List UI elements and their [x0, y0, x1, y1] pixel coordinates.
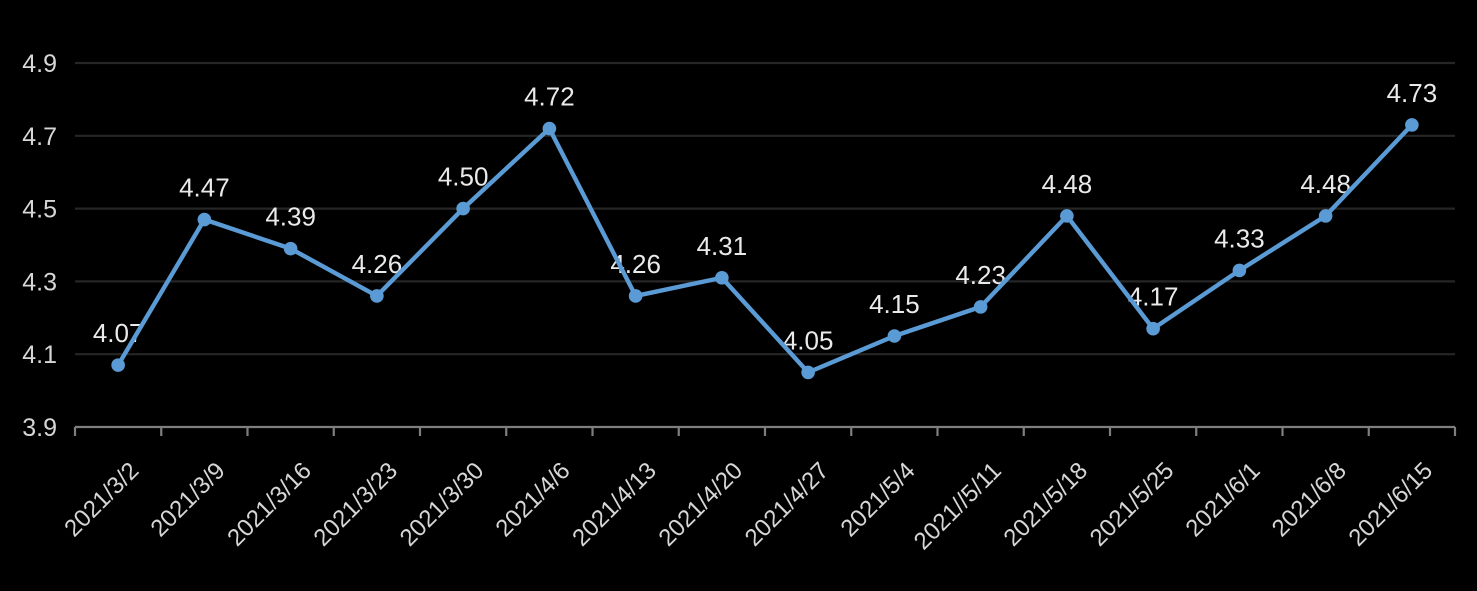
data-point-label: 4.33	[1214, 223, 1265, 253]
data-point-marker	[1232, 263, 1247, 278]
data-point-marker	[456, 201, 470, 216]
x-axis-tick-label: 2021/3/30	[395, 457, 490, 552]
x-axis-tick-label: 2021/4/27	[740, 457, 835, 552]
series-line	[115, 122, 1415, 375]
data-point-marker	[1405, 118, 1419, 132]
data-point-marker	[542, 121, 557, 136]
x-axis-tick-label: 2021/5/4	[835, 457, 920, 542]
data-point-label: 4.26	[352, 249, 403, 279]
x-axis-tick-label: 2021/6/15	[1344, 457, 1439, 552]
x-axis-tick-label: 2021/5/18	[999, 457, 1094, 552]
data-point-marker	[887, 329, 902, 343]
data-point-label: 4.31	[697, 231, 748, 261]
data-point-marker	[628, 289, 643, 303]
data-point-marker	[801, 365, 815, 380]
x-axis-tick-label: 2021/6/1	[1180, 457, 1265, 542]
data-point-label: 4.73	[1387, 78, 1438, 108]
y-axis-tick-label: 4.1	[22, 341, 57, 369]
data-point-label: 4.50	[438, 162, 489, 192]
x-axis-tick-label: 2021/3/23	[309, 457, 404, 552]
data-point-marker	[1060, 209, 1074, 223]
data-point-label: 4.48	[1300, 169, 1351, 199]
data-point-marker	[111, 358, 125, 372]
data-point-marker	[715, 270, 729, 285]
data-point-label: 4.48	[1042, 169, 1093, 199]
data-point-label: 4.39	[265, 202, 316, 232]
y-axis-tick-label: 3.9	[22, 414, 57, 442]
data-point-label: 4.47	[179, 173, 230, 203]
data-point-marker	[973, 300, 988, 314]
data-point-marker	[283, 241, 298, 256]
data-point-label: 4.23	[955, 260, 1006, 290]
y-axis-tick-label: 4.7	[22, 123, 57, 151]
y-axis-tick-label: 4.5	[22, 196, 57, 224]
data-point-label: 4.05	[783, 325, 834, 355]
x-axis-tick-label: 2021/6/8	[1267, 457, 1352, 542]
data-point-marker	[1146, 321, 1160, 336]
x-axis-tick-label: 2021/4/13	[567, 457, 662, 552]
x-axis-tick-label: 2021/3/9	[145, 457, 230, 542]
x-axis-tick-label: 2021/3/2	[59, 457, 144, 542]
data-point-marker	[1318, 209, 1333, 223]
data-point-label: 4.72	[524, 82, 575, 112]
x-axis-tick-label: 2021/4/6	[490, 457, 575, 542]
data-point-label: 4.15	[869, 289, 920, 319]
x-axis-tick-label: 2021/3/16	[222, 457, 317, 552]
data-point-marker	[370, 289, 384, 303]
x-axis-tick-label: 2021//5/11	[909, 457, 1007, 555]
y-axis-tick-label: 4.3	[22, 268, 57, 296]
y-axis-tick-label: 4.9	[22, 50, 57, 78]
x-axis-tick-label: 2021/4/20	[654, 457, 749, 552]
x-axis-tick-label: 2021/5/25	[1085, 457, 1180, 552]
data-point-marker	[197, 212, 212, 227]
